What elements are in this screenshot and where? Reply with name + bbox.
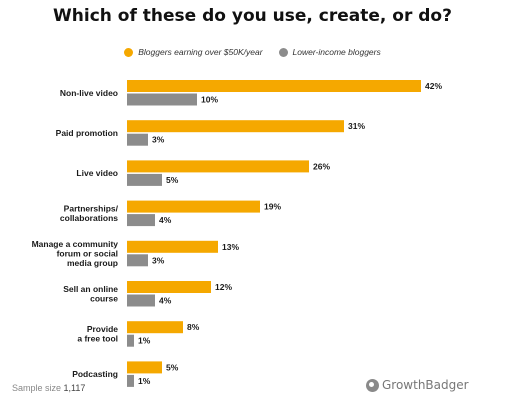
bar-low-income-provide-a-free-tool <box>127 334 134 347</box>
legend-swatch-high-income <box>124 47 134 57</box>
value-label-low-income-non-live-video: 10% <box>201 95 218 105</box>
category-label-sell-an-online-course: Sell an online course <box>63 284 118 304</box>
category-label-manage-a-community-forum-or-social-media-group: Manage a community forum or social media g… <box>32 239 119 268</box>
value-label-high-income-manage-a-community-forum-or-social-media-group: 13% <box>222 242 239 252</box>
bar-low-income-paid-promotion <box>127 133 148 146</box>
bar-high-income-partnerships-collaborations <box>127 200 260 213</box>
brand: GrowthBadger <box>366 378 469 392</box>
bar-low-income-live-video <box>127 173 162 186</box>
legend-label-low-income: Lower-income bloggers <box>292 47 381 57</box>
legend-item-high-income: Bloggers earning over $50K/year <box>124 47 263 57</box>
bar-high-income-non-live-video <box>127 80 421 92</box>
bar-low-income-sell-an-online-course <box>127 294 155 307</box>
value-label-high-income-partnerships-collaborations: 19% <box>264 202 281 212</box>
value-label-low-income-partnerships-collaborations: 4% <box>159 215 172 225</box>
value-label-high-income-live-video: 26% <box>313 161 330 171</box>
bar-low-income-non-live-video <box>127 93 197 106</box>
value-label-low-income-sell-an-online-course: 4% <box>159 296 172 306</box>
bar-high-income-paid-promotion <box>127 120 344 133</box>
value-label-high-income-sell-an-online-course: 12% <box>215 282 232 292</box>
value-label-low-income-provide-a-free-tool: 1% <box>138 336 151 346</box>
value-label-low-income-live-video: 5% <box>166 175 179 185</box>
category-label-live-video: Live video <box>76 168 118 178</box>
bar-high-income-live-video <box>127 160 309 173</box>
value-label-high-income-provide-a-free-tool: 8% <box>187 322 200 332</box>
sample-size-label: Sample size <box>12 383 62 393</box>
value-label-low-income-podcasting: 1% <box>138 376 151 386</box>
bar-high-income-manage-a-community-forum-or-social-media-group <box>127 240 218 253</box>
category-label-provide-a-free-tool: Provide a free tool <box>77 324 118 344</box>
brand-name: GrowthBadger <box>382 378 469 392</box>
value-label-high-income-paid-promotion: 31% <box>348 121 365 131</box>
value-label-high-income-podcasting: 5% <box>166 362 179 372</box>
bar-low-income-partnerships-collaborations <box>127 214 155 227</box>
category-label-non-live-video: Non-live video <box>60 88 118 98</box>
bar-high-income-sell-an-online-course <box>127 281 211 293</box>
chart-title: Which of these do you use, create, or do… <box>53 6 452 26</box>
sample-size: Sample size 1,117 <box>12 383 85 393</box>
legend-swatch-low-income <box>278 47 288 57</box>
growthbadger-logo-icon <box>366 378 379 392</box>
bar-low-income-podcasting <box>127 374 134 387</box>
legend-item-low-income: Lower-income bloggers <box>278 47 381 57</box>
value-label-high-income-non-live-video: 42% <box>425 81 442 91</box>
category-label-podcasting: Podcasting <box>72 369 118 379</box>
value-label-low-income-manage-a-community-forum-or-social-media-group: 3% <box>152 255 165 265</box>
bar-low-income-manage-a-community-forum-or-social-media-group <box>127 254 148 267</box>
value-label-low-income-paid-promotion: 3% <box>152 135 165 145</box>
legend-label-high-income: Bloggers earning over $50K/year <box>138 47 263 57</box>
chart-legend: Bloggers earning over $50K/year Lower-in… <box>0 47 505 57</box>
bar-high-income-podcasting <box>127 361 162 374</box>
category-label-partnerships-collaborations: Partnerships/collaborations <box>60 204 119 224</box>
sample-size-value: 1,117 <box>63 383 86 393</box>
category-label-paid-promotion: Paid promotion <box>56 128 118 138</box>
bar-high-income-provide-a-free-tool <box>127 321 183 334</box>
